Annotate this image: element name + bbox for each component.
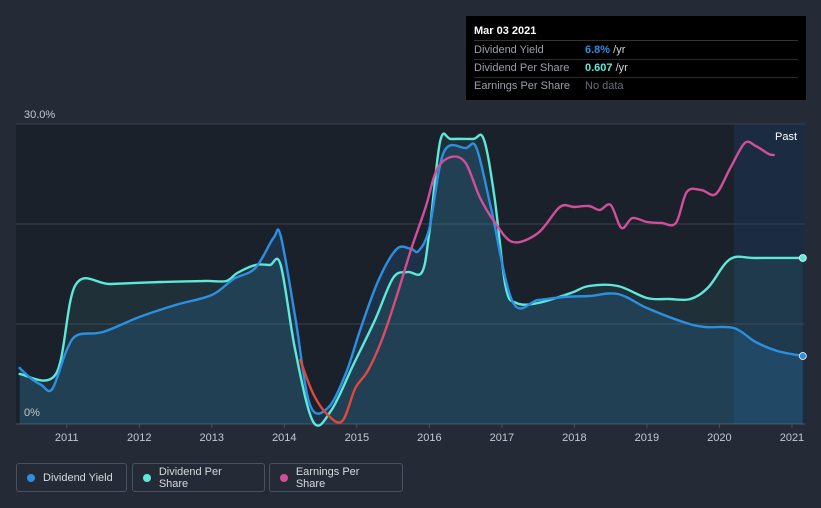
- dividend-yield-end-marker: [798, 352, 807, 360]
- y-axis: 30.0% 0%: [24, 109, 55, 419]
- tooltip-label: Dividend Per Share: [474, 62, 570, 74]
- x-tick-label: 2018: [562, 432, 586, 444]
- dividend-yield-line: [18, 142, 804, 415]
- x-tick-label: 2017: [490, 432, 514, 444]
- past-label: Past: [775, 131, 797, 143]
- tooltip-value: 6.8% /yr: [585, 44, 626, 56]
- legend-label: Dividend Yield: [43, 471, 113, 484]
- x-tick-label: 2014: [272, 432, 296, 444]
- dividend-per-share-end-marker: [798, 254, 807, 262]
- tooltip-row-earnings-per-share: Earnings Per Share No data: [474, 78, 798, 95]
- legend-dot-icon: [280, 473, 288, 482]
- y-tick-label-top: 30.0%: [24, 109, 55, 121]
- dividend-yield-area: [19, 143, 803, 424]
- hover-tooltip: Mar 03 2021 Dividend Yield 6.8% /yr Divi…: [466, 16, 806, 100]
- x-tick-label: 2020: [707, 432, 731, 444]
- tooltip-date: Mar 03 2021: [474, 23, 798, 41]
- plot-background: [16, 124, 805, 424]
- tooltip-row-dividend-yield: Dividend Yield 6.8% /yr: [474, 42, 798, 60]
- tooltip-value: No data: [585, 80, 624, 92]
- legend-label: Dividend Per Share: [158, 465, 222, 490]
- x-tick-label: 2011: [55, 432, 79, 444]
- series-lines: [18, 132, 804, 427]
- x-tick-label: 2021: [780, 432, 804, 444]
- end-markers: [798, 254, 807, 360]
- x-axis: 2011 2012 2013 2014 2015 2016 2017 2018 2019 2020…: [55, 424, 804, 444]
- tooltip-row-dividend-per-share: Dividend Per Share 0.607 /yr: [474, 60, 798, 78]
- past-band: [733, 124, 805, 424]
- x-tick-label: 2019: [635, 432, 659, 444]
- legend-label: Earnings Per Share: [295, 465, 360, 490]
- legend-item-dividend-per-share[interactable]: Dividend Per Share: [132, 463, 265, 492]
- legend-item-dividend-yield[interactable]: Dividend Yield: [16, 463, 127, 492]
- x-tick-label: 2012: [127, 432, 151, 444]
- area-fills: [19, 133, 803, 426]
- legend-dot-icon: [27, 473, 35, 482]
- earnings-per-share-line: [299, 140, 775, 424]
- y-tick-label-bottom: 0%: [24, 407, 40, 419]
- legend-dot-icon: [143, 473, 151, 482]
- dividend-per-share-area: [19, 133, 803, 426]
- x-tick-label: 2015: [345, 432, 369, 444]
- x-tick-label: 2013: [200, 432, 224, 444]
- legend-item-earnings-per-share[interactable]: Earnings Per Share: [269, 463, 403, 492]
- tooltip-label: Dividend Yield: [474, 44, 544, 56]
- tooltip-label: Earnings Per Share: [474, 80, 570, 92]
- dividend-per-share-line: [18, 132, 804, 427]
- tooltip-value: 0.607 /yr: [585, 62, 628, 74]
- x-tick-label: 2016: [417, 432, 441, 444]
